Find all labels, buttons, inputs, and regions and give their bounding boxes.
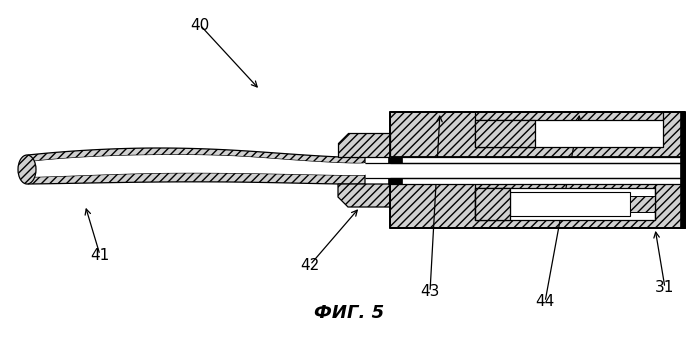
- Text: ФИГ. 5: ФИГ. 5: [314, 304, 384, 322]
- Bar: [388, 178, 402, 184]
- Bar: [630, 196, 655, 212]
- Polygon shape: [338, 184, 390, 207]
- Polygon shape: [338, 133, 390, 157]
- Bar: [475, 188, 510, 220]
- Polygon shape: [28, 155, 365, 177]
- Bar: [475, 188, 655, 220]
- Text: 41: 41: [90, 248, 110, 262]
- Bar: [680, 112, 685, 228]
- Bar: [475, 120, 535, 147]
- Text: 43: 43: [420, 285, 440, 300]
- Text: 42: 42: [300, 257, 320, 272]
- Bar: [390, 184, 685, 228]
- Bar: [510, 192, 630, 216]
- Text: 44: 44: [535, 294, 555, 309]
- Polygon shape: [28, 148, 365, 164]
- Bar: [388, 157, 402, 163]
- Text: 31: 31: [655, 280, 675, 295]
- Text: 40: 40: [191, 17, 209, 33]
- Ellipse shape: [18, 155, 36, 184]
- Polygon shape: [28, 173, 365, 184]
- Bar: [390, 112, 685, 157]
- Bar: [475, 120, 663, 147]
- Bar: [390, 157, 685, 184]
